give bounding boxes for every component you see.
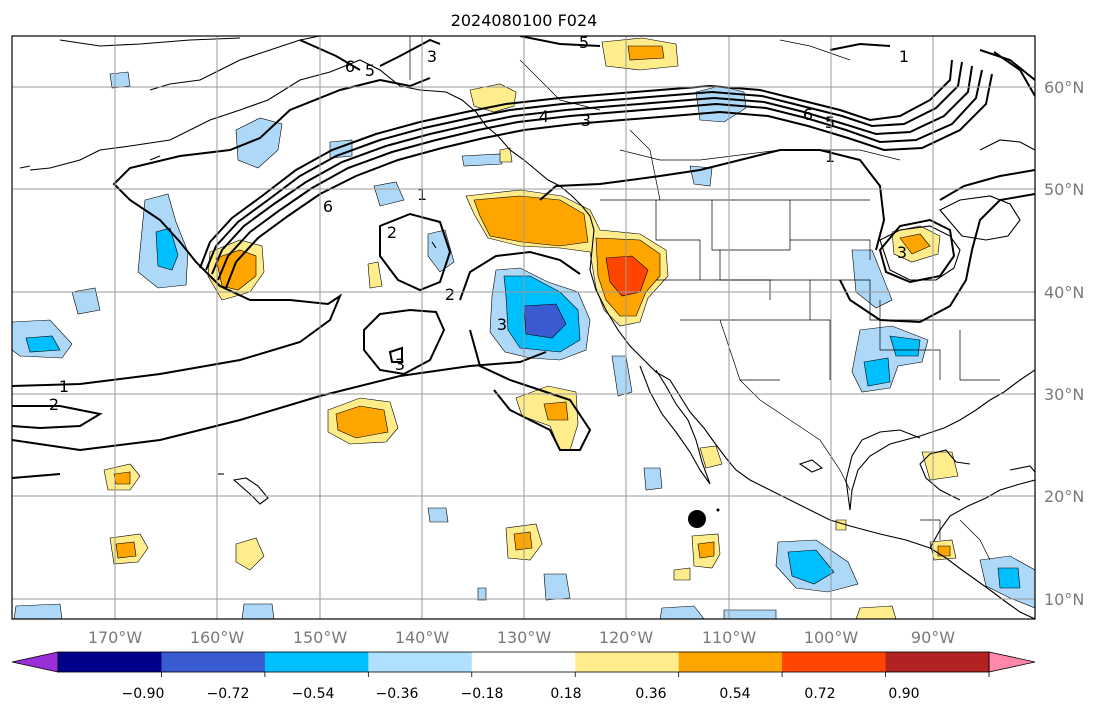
lon-label: 160°W bbox=[190, 628, 245, 647]
contour-label-1c: 1 bbox=[825, 147, 835, 166]
colorbar-segment bbox=[885, 652, 990, 672]
lat-label: 30°N bbox=[1044, 385, 1084, 404]
political-borders bbox=[409, 36, 1035, 561]
colorbar-segment bbox=[58, 652, 162, 672]
lon-label: 150°W bbox=[293, 628, 348, 647]
lon-label: 100°W bbox=[804, 628, 859, 647]
contour-label-2: 2 bbox=[49, 395, 59, 414]
lat-label: 10°N bbox=[1044, 590, 1084, 609]
figure-title: 2024080100 F024 bbox=[451, 11, 598, 30]
colorbar-segment bbox=[575, 652, 680, 672]
colorbar-segment bbox=[264, 652, 369, 672]
lon-label: 90°W bbox=[911, 628, 955, 647]
colorbar-tick-label: −0.18 bbox=[461, 686, 504, 702]
colorbar bbox=[11, 651, 1036, 677]
longitude-labels: 170°W 160°W 150°W 140°W 130°W 120°W 110°… bbox=[88, 628, 955, 647]
contour-label-4: 4 bbox=[539, 107, 549, 126]
contour-label-5b: 5 bbox=[579, 33, 589, 52]
contour-label-6b: 6 bbox=[345, 57, 355, 76]
lon-label: 170°W bbox=[88, 628, 143, 647]
shaded-anomalies bbox=[12, 37, 1035, 619]
map-frame bbox=[11, 35, 1036, 620]
contour-label-3d: 3 bbox=[427, 47, 437, 66]
contour-label-5: 5 bbox=[365, 61, 375, 80]
colorbar-segment bbox=[368, 652, 473, 672]
colorbar-extend-high bbox=[988, 651, 1036, 673]
colorbar-tick-label: 0.18 bbox=[550, 686, 581, 702]
colorbar-tick-label: 0.90 bbox=[888, 686, 919, 702]
colorbar-tick-label: 0.54 bbox=[719, 686, 750, 702]
contour-label-5c: 5 bbox=[825, 113, 835, 132]
colorbar-segment bbox=[782, 652, 887, 672]
contour-label-2b: 2 bbox=[387, 223, 397, 242]
contour-label-6: 6 bbox=[323, 197, 333, 216]
lon-label: 130°W bbox=[497, 628, 552, 647]
colorbar-tick-label: 0.72 bbox=[804, 686, 835, 702]
contour-label-3: 3 bbox=[395, 355, 405, 374]
latitude-labels: 60°N 50°N 40°N 30°N 20°N 10°N bbox=[1044, 78, 1084, 609]
colorbar-tick-labels: −0.90 −0.72 −0.54 −0.36 −0.18 0.18 0.36 … bbox=[122, 686, 920, 702]
colorbar-segment bbox=[471, 652, 576, 672]
lat-label: 40°N bbox=[1044, 283, 1084, 302]
colorbar-tick-label: −0.36 bbox=[376, 686, 419, 702]
contour-label-3c: 3 bbox=[581, 111, 591, 130]
lat-label: 50°N bbox=[1044, 180, 1084, 199]
colorbar-tick-label: 0.36 bbox=[635, 686, 666, 702]
gridlines bbox=[12, 36, 1035, 619]
lon-label: 120°W bbox=[599, 628, 654, 647]
contour-label-2c: 2 bbox=[445, 285, 455, 304]
colorbar-tick-label: −0.72 bbox=[207, 686, 250, 702]
colorbar-segment bbox=[678, 652, 783, 672]
small-island-dot bbox=[716, 508, 720, 512]
lat-label: 20°N bbox=[1044, 487, 1084, 506]
lon-label: 110°W bbox=[702, 628, 757, 647]
contour-label-6c: 6 bbox=[803, 105, 813, 124]
lon-label: 140°W bbox=[395, 628, 450, 647]
colorbar-tick-label: −0.54 bbox=[292, 686, 335, 702]
contour-label-3e: 3 bbox=[897, 243, 907, 262]
contour-label-1: 1 bbox=[59, 377, 69, 396]
colorbar-segment bbox=[161, 652, 266, 672]
colorbar-extend-low bbox=[11, 651, 59, 673]
map-panel: 1 2 3 2 2 3 1 6 4 3 3 6 5 5 6 5 1 1 3 bbox=[11, 33, 1036, 620]
colorbar-tick-label: −0.90 bbox=[122, 686, 165, 702]
contour-label-3b: 3 bbox=[497, 315, 507, 334]
storm-center-marker bbox=[688, 510, 706, 528]
colorbar-frame bbox=[57, 651, 990, 673]
contour-label-1d: 1 bbox=[899, 47, 909, 66]
lat-label: 60°N bbox=[1044, 78, 1084, 97]
